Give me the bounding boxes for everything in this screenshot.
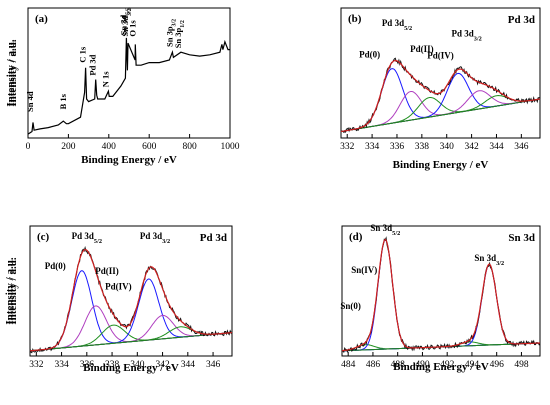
x-tick-label: 488 (391, 360, 406, 370)
peak-label: B 1s (58, 93, 68, 109)
peak-label: Sn(0) (340, 301, 361, 311)
raw-spectrum (341, 236, 541, 353)
fit-background (340, 98, 541, 132)
fit-component (340, 90, 541, 132)
x-tick-label: 338 (105, 360, 120, 370)
x-tick-label: 496 (490, 360, 505, 370)
x-tick-label: 498 (514, 360, 529, 370)
x-tick-label: 346 (514, 142, 529, 152)
x-tick-label: 342 (155, 360, 170, 370)
x-tick-label: 332 (340, 142, 355, 152)
fit-component (340, 72, 541, 132)
x-tick-label: 492 (440, 360, 455, 370)
peak-label: Pd(II) (410, 44, 434, 54)
peak-label: C 1s (78, 46, 88, 63)
peak-label: Pd(IV) (427, 51, 454, 61)
x-axis-label: Binding Energy / eV (81, 154, 177, 166)
peak-label: Pd 3d3/2 (140, 231, 170, 245)
peak-label: Sn 3d5/2 (370, 223, 400, 237)
panel-b: 332 334 336 338 340 342 344 346 Binding Energy /… (5, 7, 541, 171)
peak-label: O 1s (127, 20, 137, 37)
x-axis-label: Binding Energy / eV (393, 159, 489, 171)
x-tick-label: 334 (365, 142, 380, 152)
y-axis-label: Intensity / a.u. (4, 257, 16, 324)
panel-label: (c) (37, 231, 50, 243)
x-tick-label: 800 (182, 142, 197, 152)
panel-title: Pd 3d (200, 232, 227, 244)
peak-label: Pd 3d (88, 54, 98, 75)
raw-spectrum (341, 57, 541, 133)
peak-label: Pd 3d5/2 (72, 231, 102, 245)
panel-label: (b) (348, 13, 362, 25)
x-tick-label: 346 (206, 360, 221, 370)
peak-label: Pd(IV) (105, 282, 132, 292)
peak-label: Pd(0) (359, 49, 380, 59)
y-axis-label: Intensity / a.u. (5, 39, 17, 106)
plot-frame (27, 7, 231, 139)
panel-label: (a) (35, 13, 48, 25)
peak-label: Pd 3d3/2 (451, 29, 481, 43)
fit-background (29, 332, 233, 352)
peak-label: Sn 4d (25, 91, 35, 112)
plot-frame (341, 225, 541, 357)
x-axis-label: Binding Energy / eV (393, 361, 489, 373)
peak-label: Pd(0) (45, 261, 66, 271)
x-tick-label: 332 (29, 360, 44, 370)
y-axis-label: Intensity / a.u. (7, 39, 19, 106)
peak-label: Pd 3d5/2 (382, 18, 412, 32)
x-tick-label: 200 (61, 142, 76, 152)
panel-title: Sn 3d (508, 232, 535, 244)
x-tick-label: 342 (464, 142, 479, 152)
fit-component (340, 94, 541, 132)
x-tick-label: 340 (130, 360, 145, 370)
x-tick-label: 490 (415, 360, 430, 370)
x-tick-label: 484 (341, 360, 356, 370)
survey-spectrum (27, 37, 230, 135)
peak-label: N 1s (100, 71, 110, 88)
x-tick-label: 344 (489, 142, 504, 152)
fit-envelope (340, 59, 541, 133)
x-axis-label: Binding Energy / eV (83, 362, 179, 374)
fit-envelope (341, 238, 540, 352)
x-tick-label: 600 (142, 142, 157, 152)
plot-frame (29, 225, 233, 357)
x-tick-label: 486 (366, 360, 381, 370)
fit-component (342, 239, 540, 352)
x-tick-label: 336 (390, 142, 405, 152)
x-tick-label: 0 (26, 142, 31, 152)
panel-c: 332 334 336 338 340 342 344 346 Binding Energy /… (7, 225, 233, 374)
x-tick-label: 494 (465, 360, 480, 370)
x-tick-label: 1000 (221, 142, 240, 152)
panel-a: 0 200 400 600 800 1000 Binding Energy / eV Inte… (7, 7, 240, 166)
plot-frame (340, 7, 541, 139)
x-tick-label: 334 (54, 360, 69, 370)
fit-component (342, 263, 540, 352)
x-tick-label: 400 (102, 142, 117, 152)
x-tick-label: 338 (415, 142, 430, 152)
panel-d: 484 486 488 490 492 494 496 498 Binding Energy /… (4, 223, 541, 373)
peak-label: Pd(II) (95, 266, 119, 276)
y-axis-label: Intensity / a.u. (7, 257, 19, 324)
panel-label: (d) (349, 231, 363, 243)
fit-component (340, 91, 541, 132)
x-tick-label: 344 (181, 360, 196, 370)
panel-title: Pd 3d (508, 14, 535, 26)
fit-envelope (29, 248, 233, 352)
peak-label: Sn(IV) (351, 265, 377, 275)
fit-component (340, 68, 541, 132)
x-tick-label: 336 (80, 360, 95, 370)
x-tick-label: 340 (440, 142, 455, 152)
